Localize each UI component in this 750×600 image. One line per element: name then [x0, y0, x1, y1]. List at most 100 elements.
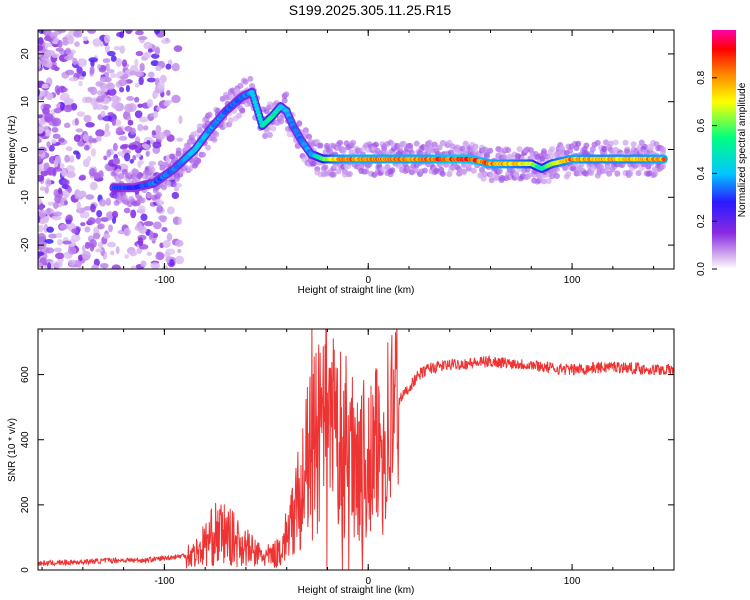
spectrogram-halo-cell [612, 139, 619, 146]
spectrogram-noise-cell [125, 84, 131, 93]
spectrogram-noise-cell [43, 103, 52, 110]
spectrogram-noise-cell [102, 233, 111, 239]
spectrogram-noise-cell [142, 125, 149, 131]
spectrogram-noise-cell [95, 103, 105, 110]
spectrogram-ridge-core [249, 89, 255, 95]
spectrogram-noise-cell [64, 55, 74, 61]
spectrogram-halo-cell [431, 141, 438, 148]
spectrogram-noise-cell [123, 207, 131, 214]
spectrogram-noise-cell [105, 63, 110, 72]
spectrogram-noise-cell [174, 239, 184, 247]
spectrogram-noise-cell [127, 119, 134, 126]
spectrogram-noise-cell [57, 39, 63, 49]
spectrogram-noise-cell [95, 129, 105, 137]
spectrogram-halo-cell [642, 143, 649, 150]
spectrogram-noise-cell [171, 62, 180, 72]
spectrogram-halo-cell [505, 147, 512, 154]
spectrogram-halo-cell [547, 153, 554, 160]
spectrogram-noise-cell [83, 114, 92, 123]
spectrogram-noise-cell [128, 144, 139, 150]
spectrogram-noise-cell [38, 204, 44, 211]
spectrogram-halo-cell [488, 172, 495, 179]
spectrogram-noise-cell [97, 223, 105, 230]
spectrogram-noise-cell [63, 200, 69, 206]
spectrogram-halo-cell [614, 170, 621, 177]
spectrogram-noise-cell [143, 144, 151, 151]
spectrogram-halo-cell [278, 118, 285, 125]
spectrogram-noise-cell [62, 240, 72, 245]
snr-axes: -100 0 100 0 200 400 600 [20, 329, 674, 587]
spectrogram-halo-cell [622, 139, 629, 146]
spectrogram-halo-cell [211, 136, 218, 143]
spectrogram-halo-cell [425, 149, 432, 156]
spectrogram-ytick-label: 0 [20, 146, 31, 152]
spectrogram-noise-cell [126, 96, 135, 101]
colorbar-tick-label: 0.8 [696, 70, 707, 84]
spectrogram-ytick-label: 10 [20, 96, 31, 108]
spectrogram-noise-cell [56, 238, 63, 246]
spectrogram-noise-cell [108, 224, 113, 233]
spectrogram-halo-cell [266, 131, 273, 138]
spectrogram-noise-cell [143, 221, 154, 227]
spectrogram-halo-cell [635, 170, 642, 177]
spectrogram-noise-cell [44, 129, 52, 137]
colorbar-tick-label: 0.4 [696, 166, 707, 180]
spectrogram-noise-cell [41, 83, 49, 89]
spectrogram-noise-cell [115, 58, 123, 67]
spectrogram-noise-cell [111, 117, 116, 126]
spectrogram-noise-cell [177, 249, 182, 254]
spectrogram-noise-cell [130, 209, 137, 219]
spectrogram-halo-cell [306, 133, 313, 140]
spectrogram-noise-cell [66, 171, 76, 178]
spectrogram-noise-cell [156, 251, 162, 257]
spectrogram-noise-cell [38, 232, 47, 242]
spectrogram-halo-cell [340, 146, 347, 153]
spectrogram-noise-cell [89, 167, 96, 177]
spectrogram-noise-cell [82, 133, 89, 142]
spectrogram-noise-cell [44, 186, 50, 194]
snr-xtick-label: 100 [564, 576, 581, 587]
spectrogram-halo-cell [516, 146, 523, 153]
spectrogram-halo-cell [482, 146, 489, 153]
spectrogram-marks [38, 30, 668, 269]
spectrogram-noise-cell [107, 111, 114, 117]
spectrogram-noise-cell [81, 70, 87, 77]
spectrogram-noise-cell [137, 103, 144, 108]
spectrogram-noise-cell [130, 265, 136, 269]
spectrogram-noise-cell [134, 110, 143, 119]
spectrogram-noise-cell [87, 30, 97, 34]
spectrogram-noise-cell [80, 222, 86, 227]
colorbar-gradient [712, 30, 736, 269]
spectrogram-noise-cell [76, 201, 82, 211]
snr-ytick-label: 200 [20, 496, 31, 513]
spectrogram-noise-cell [98, 199, 107, 207]
snr-ytick-label: 400 [20, 431, 31, 448]
spectrogram-noise-cell [155, 125, 162, 134]
spectrogram-halo-cell [638, 139, 645, 146]
spectrogram-halo-cell [482, 171, 489, 178]
spectrogram-noise-cell [82, 36, 89, 42]
spectrogram-noise-cell [62, 36, 68, 43]
spectrogram-noise-cell [67, 246, 77, 255]
spectrogram-noise-cell [62, 87, 68, 92]
colorbar-tick-label: 0.2 [696, 214, 707, 228]
spectrogram-halo-cell [630, 141, 637, 148]
spectrogram-halo-cell [413, 140, 420, 147]
spectrogram-noise-cell [100, 217, 109, 223]
spectrogram-ridge-core [257, 116, 263, 122]
spectrogram-noise-cell [46, 141, 51, 148]
spectrogram-noise-cell [77, 254, 83, 262]
spectrogram-noise-cell [102, 58, 111, 63]
spectrogram-halo-cell [648, 144, 655, 151]
spectrogram-noise-cell [97, 241, 104, 249]
spectrogram-ylabel: Frequency (Hz) [7, 116, 18, 185]
spectrogram-noise-cell [56, 30, 67, 34]
spectrogram-noise-cell [154, 30, 160, 35]
chart-title: S199.2025.305.11.25.R15 [289, 2, 452, 18]
spectrogram-noise-cell [110, 73, 117, 79]
spectrogram-halo-cell [169, 153, 176, 160]
spectrogram-noise-cell [143, 51, 152, 59]
spectrogram-noise-cell [55, 47, 64, 52]
spectrogram-halo-cell [496, 168, 503, 175]
spectrogram-noise-cell [135, 50, 144, 57]
